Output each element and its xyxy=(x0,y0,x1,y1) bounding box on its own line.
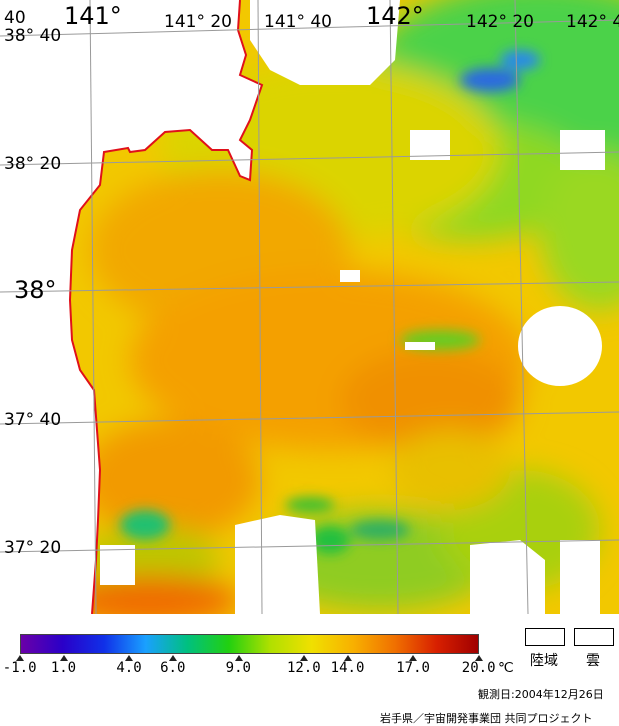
colorbar-tick xyxy=(343,655,352,661)
colorbar-tick xyxy=(125,655,134,661)
colorbar-tick xyxy=(59,655,68,661)
colorbar-tick-label: -1.0 xyxy=(2,660,37,676)
colorbar-tick-label: 4.0 xyxy=(116,660,142,676)
cloud-south-center xyxy=(235,515,320,614)
cloud-legend-label: 雲 xyxy=(586,653,600,669)
coastline xyxy=(68,0,264,614)
lat-label-37-20: 37° 20 xyxy=(4,538,62,558)
colorbar-tick xyxy=(16,655,24,661)
colorbar-tick-label: 17.0 xyxy=(396,660,430,676)
lon-label-40-left: 40 xyxy=(4,8,26,28)
sea-surface-temperature-map xyxy=(0,0,619,614)
cloud-east-patch xyxy=(560,130,605,170)
land-legend-swatch xyxy=(525,628,565,646)
colorbar-tick-label: 12.0 xyxy=(286,660,321,676)
colorbar-tick-label: 9.0 xyxy=(225,660,251,676)
lon-label-142: 142° xyxy=(366,2,424,30)
cloud-legend-swatch xyxy=(574,628,614,646)
cloud-mask xyxy=(100,0,605,614)
cloud-north xyxy=(250,0,400,85)
colorbar-tick xyxy=(475,655,483,661)
colorbar-tick xyxy=(169,655,177,661)
lon-label-141: 141° xyxy=(64,2,122,30)
observation-date: 観測日:2004年12月26日 xyxy=(478,688,604,701)
land-area xyxy=(0,0,262,614)
cloud-small-1 xyxy=(405,342,435,350)
land-legend-label: 陸域 xyxy=(530,653,558,669)
cloud-ne-patch xyxy=(410,130,450,160)
cloud-sw xyxy=(100,545,135,585)
lat-label-38-40: 38° 40 xyxy=(4,26,62,46)
cloud-south-east xyxy=(470,540,545,614)
colorbar-tick xyxy=(300,655,309,661)
lat-label-38-20: 38° 20 xyxy=(4,154,62,174)
colorbar-tick-label: 14.0 xyxy=(330,660,365,676)
lon-label-141-20: 141° 20 xyxy=(164,12,232,32)
lat-label-38: 38° xyxy=(14,276,57,304)
colorbar-tick xyxy=(234,655,243,661)
colorbar-tick-label: 6.0 xyxy=(160,660,186,676)
colorbar-unit: ℃ xyxy=(498,660,514,676)
lat-label-37-40: 37° 40 xyxy=(4,410,62,430)
colorbar-tick-label: 20.0 xyxy=(461,660,496,676)
cloud-round xyxy=(518,306,602,386)
colorbar-tick xyxy=(409,655,418,661)
colorbar-tick-label: 1.0 xyxy=(50,660,77,676)
lon-label-142-40: 142° 4 xyxy=(566,12,619,32)
graticule xyxy=(0,0,619,614)
lon-label-141-40: 141° 40 xyxy=(264,12,332,32)
cloud-small-2 xyxy=(340,270,360,282)
lon-label-142-20: 142° 20 xyxy=(466,12,534,32)
credit-line: 岩手県／宇宙開発事業団 共同プロジェクト xyxy=(380,712,593,725)
cloud-east-patch-2 xyxy=(560,540,600,614)
temperature-colorbar xyxy=(20,634,479,654)
